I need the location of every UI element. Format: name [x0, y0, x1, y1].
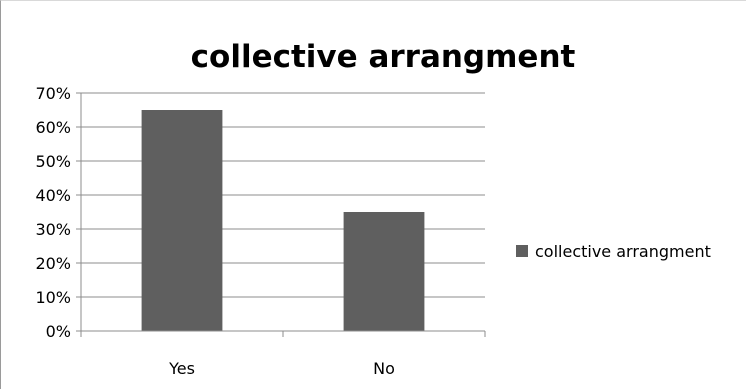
y-tick-label: 30% — [35, 220, 71, 239]
y-tick-label: 40% — [35, 186, 71, 205]
bars — [141, 110, 425, 331]
x-tick-label: No — [373, 359, 395, 378]
y-tick-label: 10% — [35, 288, 71, 307]
x-tick-label: Yes — [168, 359, 195, 378]
chart-title: collective arrangment — [191, 39, 576, 75]
y-tick-label: 50% — [35, 152, 71, 171]
y-tick-label: 0% — [46, 322, 71, 341]
legend-swatch — [516, 245, 528, 257]
axes: 0% 10% 20% 30% 40% 50% 60% 70% Yes No — [35, 84, 486, 378]
y-tick-label: 70% — [35, 84, 71, 103]
legend: collective arrangment — [516, 242, 711, 261]
y-tick-label: 20% — [35, 254, 71, 273]
bar-no — [343, 212, 425, 331]
legend-label: collective arrangment — [535, 242, 711, 261]
bar-yes — [141, 110, 223, 331]
y-tick-label: 60% — [35, 118, 71, 137]
